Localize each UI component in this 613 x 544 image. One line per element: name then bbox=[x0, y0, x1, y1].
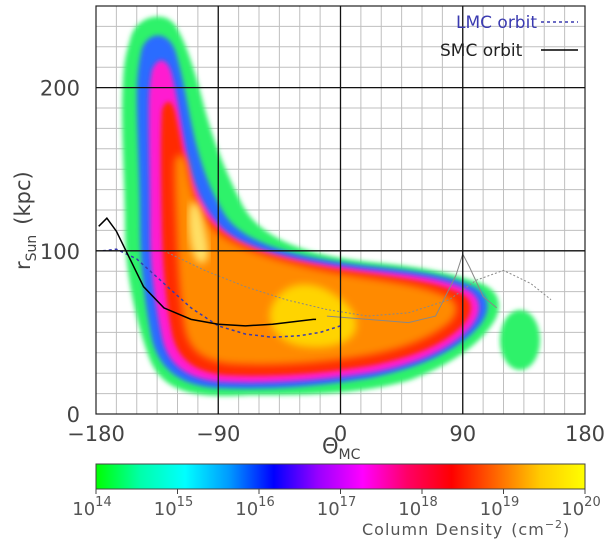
x-tick-label: 0 bbox=[334, 422, 347, 446]
density-level-orange bbox=[174, 154, 457, 365]
x-tick-label: −180 bbox=[67, 422, 125, 446]
density-level-yellow-2 bbox=[188, 202, 209, 264]
colorbar-tick-label: 1020 bbox=[561, 495, 600, 520]
density-level-yellow bbox=[269, 284, 357, 348]
y-tick-label: 0 bbox=[67, 403, 80, 427]
x-axis-label: ΘMC bbox=[322, 434, 361, 463]
colorbar-ticks: 1014 1015 1016 1017 1018 1019 1020 bbox=[72, 489, 601, 520]
orbit-curves bbox=[98, 217, 552, 339]
colorbar-tick-label: 1014 bbox=[72, 495, 111, 520]
density-blob-green bbox=[500, 310, 540, 370]
colorbar-tick-label: 1016 bbox=[235, 495, 274, 520]
y-tick-label: 200 bbox=[40, 77, 80, 101]
legend-label-lmc: LMC orbit bbox=[456, 13, 537, 33]
colorbar bbox=[95, 463, 586, 490]
x-tick-label: −90 bbox=[196, 422, 240, 446]
colorbar-tick-label: 1017 bbox=[317, 495, 356, 520]
y-tick-label: 100 bbox=[40, 240, 80, 264]
x-tick-label: 90 bbox=[449, 422, 476, 446]
density-map bbox=[122, 16, 540, 396]
colorbar-title: Column Density (cm−2) bbox=[362, 518, 570, 539]
colorbar-tick-label: 1019 bbox=[480, 495, 519, 520]
x-tick-label: 180 bbox=[565, 422, 605, 446]
legend-label-smc: SMC orbit bbox=[440, 41, 523, 61]
colorbar-tick-label: 1018 bbox=[398, 495, 437, 520]
y-tick-labels: 0 100 200 bbox=[40, 77, 80, 427]
smc-orbit-line bbox=[98, 217, 317, 327]
y-axis-label: rSun(kpc) bbox=[11, 171, 40, 270]
colorbar-tick-label: 1015 bbox=[154, 495, 193, 520]
plot-frame bbox=[95, 5, 586, 415]
extra-orbit-line bbox=[163, 250, 552, 317]
extra-orbit-line bbox=[326, 252, 498, 324]
x-tick-labels: −180 −90 0 90 180 bbox=[67, 422, 605, 446]
legend: LMC orbit SMC orbit bbox=[440, 13, 578, 61]
